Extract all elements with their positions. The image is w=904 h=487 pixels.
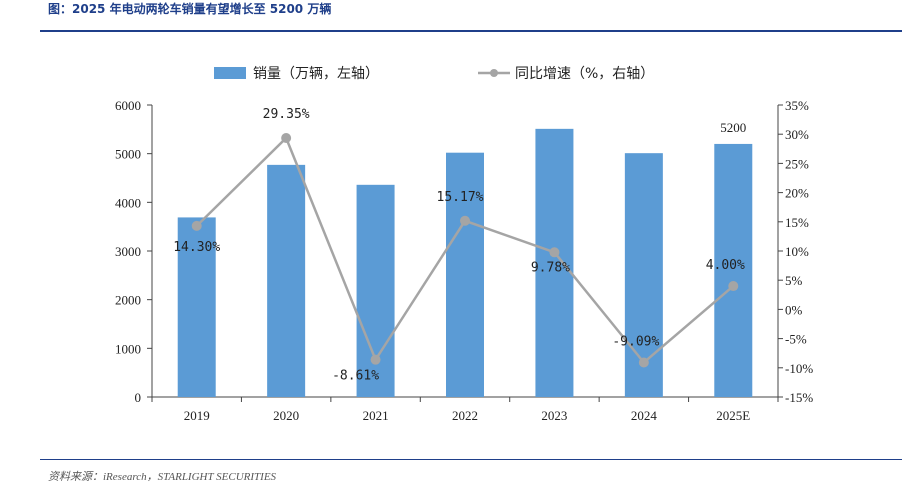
right-tick-label: 25% [785,156,809,171]
source-note: 资料来源：iResearch，STARLIGHT SECURITIES [48,471,277,483]
left-tick-label: 4000 [115,195,141,210]
bar-series [177,128,753,397]
growth-point [281,132,292,143]
x-tick-label: 2020 [273,408,299,423]
right-tick-label: 0% [785,302,803,317]
growth-data-label: 4.00% [706,258,745,273]
legend-bar-swatch [214,67,246,79]
axes: 0 1000 2000 3000 4000 5000 6000 -15% -10% -5% 0% 5%… [115,98,813,423]
left-tick-label: 0 [135,390,142,405]
left-tick-label: 3000 [115,244,141,259]
x-tick-label: 2025E [716,408,750,423]
growth-data-label: 15.17% [437,190,484,205]
x-tick-label: 2019 [184,408,210,423]
bottom-rule [40,459,902,460]
growth-line-series [191,132,739,368]
bar [624,153,663,397]
x-tick-label: 2022 [452,408,478,423]
growth-point [191,220,202,231]
right-tick-label: -15% [785,390,813,405]
bar-data-label: 5200 [720,120,746,135]
left-tick-label: 2000 [115,293,141,308]
growth-point [728,281,739,292]
x-tick-label: 2021 [363,408,389,423]
growth-data-label: 9.78% [531,260,570,275]
x-tick-label: 2023 [541,408,567,423]
growth-point [460,215,470,226]
growth-data-label: 29.35% [263,107,310,122]
bar [446,152,484,397]
legend: 销量（万辆，左轴） 同比增速（%，右轴） [214,66,654,82]
bar [177,217,216,397]
right-tick-label: 10% [785,244,809,259]
growth-data-label: -9.09% [612,334,659,349]
left-tick-label: 1000 [115,341,141,356]
right-tick-label: 30% [785,127,809,142]
bar [267,164,306,397]
left-tick-label: 5000 [115,147,141,162]
right-tick-label: 35% [785,98,809,113]
bar [535,128,574,397]
growth-data-label: 14.30% [173,240,220,255]
left-tick-label: 6000 [115,98,141,113]
growth-point [638,357,649,368]
growth-data-label: -8.61% [332,369,379,384]
right-tick-label: 20% [785,186,809,201]
legend-bar-label: 销量（万辆，左轴） [253,66,379,82]
top-rule [40,30,902,32]
right-tick-label: -10% [785,361,813,376]
bar [714,143,753,397]
growth-point [370,354,381,365]
right-tick-label: 15% [785,215,809,230]
right-tick-label: 5% [785,273,803,288]
x-tick-label: 2024 [631,408,658,423]
legend-line-marker [490,69,498,77]
figure-title: 图：2025 年电动两轮车销量有望增长至 5200 万辆 [48,2,332,16]
legend-line-label: 同比增速（%，右轴） [515,66,654,82]
right-tick-label: -5% [785,332,807,347]
growth-point [549,247,560,258]
data-labels: 14.30% 29.35% -8.61% 15.17% 9.78% -9.09% 4.00%… [173,107,746,384]
bar [356,184,395,397]
